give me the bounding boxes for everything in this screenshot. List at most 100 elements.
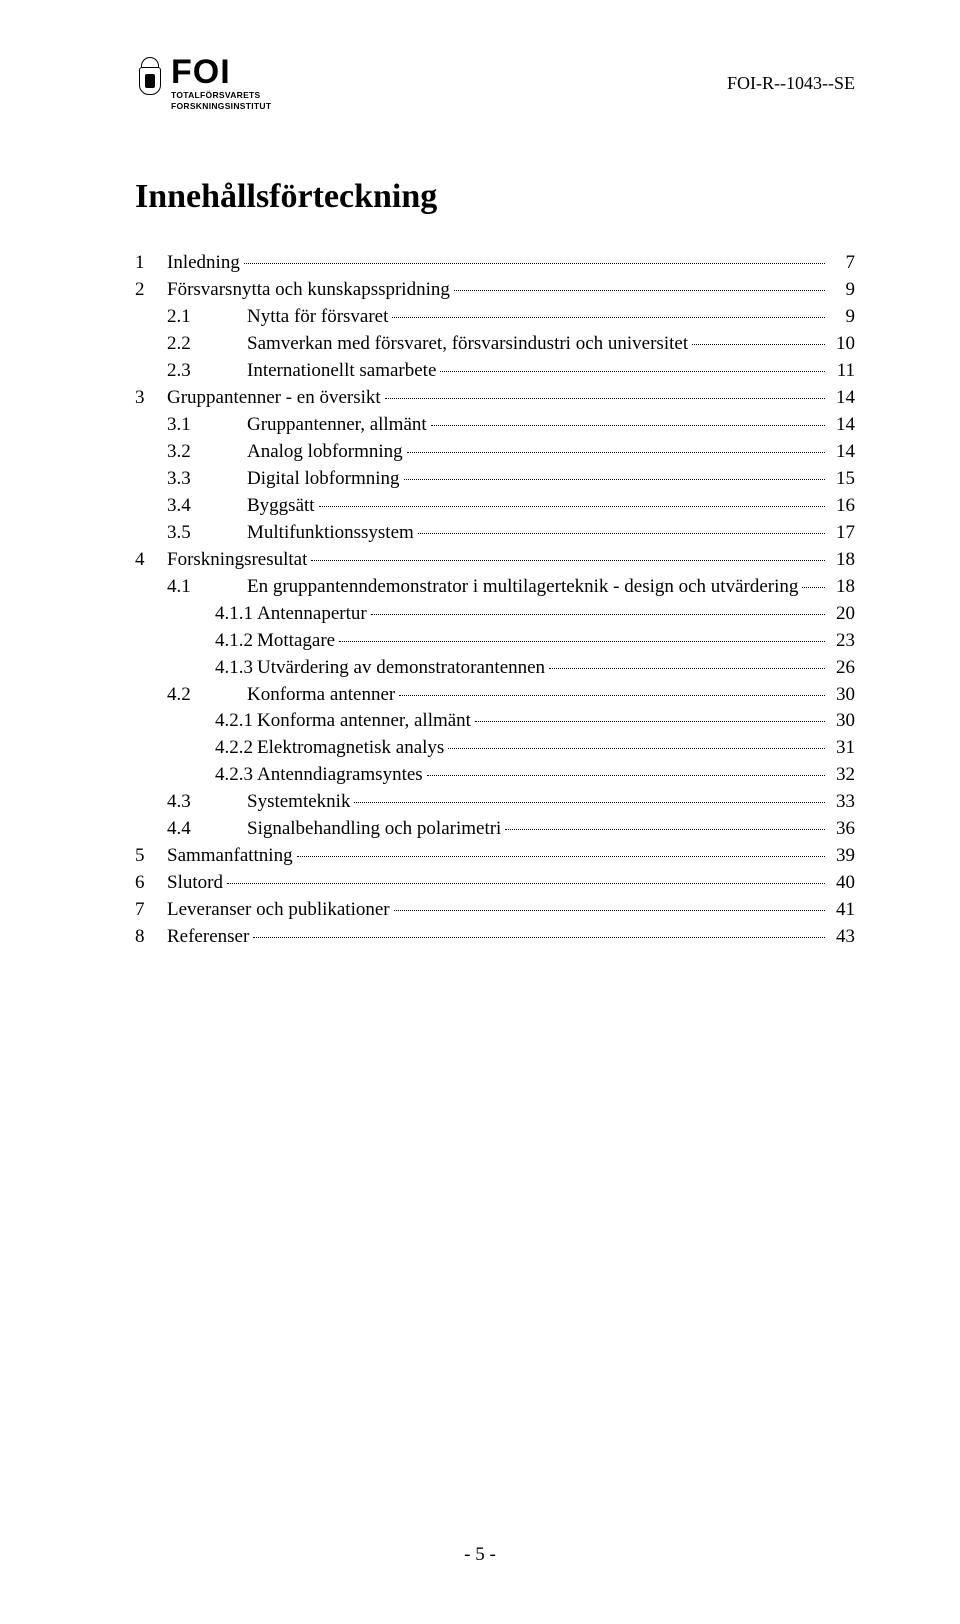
- toc-entry-label: Analog lobformning: [247, 439, 403, 466]
- toc-leader-dots: [440, 371, 825, 372]
- toc-entry-page: 18: [829, 574, 855, 601]
- toc-entry-label: Internationellt samarbete: [247, 358, 436, 385]
- toc-entry-number: 2.1: [167, 304, 247, 331]
- document-id: FOI-R--1043--SE: [727, 55, 855, 94]
- toc-entry-label: Leveranser och publikationer: [167, 897, 390, 924]
- toc-entry: 8Referenser43: [135, 924, 855, 951]
- toc-entry: 3Gruppantenner - en översikt14: [135, 385, 855, 412]
- toc-entry: 4.1.1Antennapertur20: [135, 601, 855, 628]
- toc-entry: 3.3Digital lobformning15: [135, 466, 855, 493]
- toc-entry-number: 3.2: [167, 439, 247, 466]
- toc-entry-page: 31: [829, 735, 855, 762]
- toc-entry-label: Konforma antenner: [247, 682, 395, 709]
- toc-entry-number: 4.2.2: [215, 735, 257, 762]
- toc-entry-page: 14: [829, 439, 855, 466]
- toc-entry-number: 4.2: [167, 682, 247, 709]
- toc-entry-page: 14: [829, 385, 855, 412]
- toc-entry-page: 23: [829, 628, 855, 655]
- toc-entry-number: 4.2.3: [215, 762, 257, 789]
- toc-entry-page: 39: [829, 843, 855, 870]
- toc-entry-label: Antennapertur: [257, 601, 367, 628]
- toc-leader-dots: [319, 506, 825, 507]
- toc-entry: 4.2.3Antenndiagramsyntes32: [135, 762, 855, 789]
- toc-entry-page: 20: [829, 601, 855, 628]
- toc-entry-page: 16: [829, 493, 855, 520]
- toc-leader-dots: [418, 533, 825, 534]
- toc-leader-dots: [454, 290, 825, 291]
- toc-entry-number: 7: [135, 897, 167, 924]
- toc-leader-dots: [244, 263, 825, 264]
- toc-entry: 3.2Analog lobformning 14: [135, 439, 855, 466]
- toc-entry-page: 41: [829, 897, 855, 924]
- toc-entry-label: Gruppantenner - en översikt: [167, 385, 381, 412]
- toc-leader-dots: [371, 614, 825, 615]
- toc-entry: 3.4Byggsätt16: [135, 493, 855, 520]
- toc-leader-dots: [427, 775, 825, 776]
- toc-entry-page: 11: [829, 358, 855, 385]
- toc-entry-label: Samverkan med försvaret, försvarsindustr…: [247, 331, 688, 358]
- content-area: Innehållsförteckning 1Inledning72Försvar…: [135, 178, 855, 951]
- toc-entry: 4.2.1Konforma antenner, allmänt 30: [135, 708, 855, 735]
- table-of-contents: 1Inledning72Försvarsnytta och kunskapssp…: [135, 250, 855, 951]
- toc-entry: 4.1.2Mottagare23: [135, 628, 855, 655]
- toc-entry-page: 18: [829, 547, 855, 574]
- toc-entry-number: 3.1: [167, 412, 247, 439]
- page: FOI TOTALFÖRSVARETS FORSKNINGSINSTITUT F…: [0, 0, 960, 1624]
- toc-entry: 4.2.2Elektromagnetisk analys 31: [135, 735, 855, 762]
- toc-leader-dots: [448, 748, 825, 749]
- toc-entry-label: Multifunktionssystem: [247, 520, 414, 547]
- toc-entry-label: Konforma antenner, allmänt: [257, 708, 471, 735]
- toc-entry-number: 4: [135, 547, 167, 574]
- logo-main-text: FOI: [171, 55, 271, 89]
- toc-leader-dots: [431, 425, 825, 426]
- toc-entry-page: 43: [829, 924, 855, 951]
- logo-sub-line1: TOTALFÖRSVARETS: [171, 91, 271, 100]
- toc-entry-label: Byggsätt: [247, 493, 315, 520]
- toc-entry-page: 9: [829, 277, 855, 304]
- toc-entry-number: 4.2.1: [215, 708, 257, 735]
- toc-leader-dots: [385, 398, 825, 399]
- toc-leader-dots: [802, 587, 825, 588]
- toc-entry: 4.1.3Utvärdering av demonstratorantennen…: [135, 655, 855, 682]
- toc-entry-label: Elektromagnetisk analys: [257, 735, 444, 762]
- toc-leader-dots: [407, 452, 825, 453]
- toc-entry-page: 33: [829, 789, 855, 816]
- logo-sub-line2: FORSKNINGSINSTITUT: [171, 102, 271, 111]
- toc-entry: 4.1En gruppantenndemonstrator i multilag…: [135, 574, 855, 601]
- toc-entry-number: 4.4: [167, 816, 247, 843]
- toc-entry: 4Forskningsresultat18: [135, 547, 855, 574]
- toc-entry-page: 15: [829, 466, 855, 493]
- toc-entry: 2Försvarsnytta och kunskapsspridning9: [135, 277, 855, 304]
- toc-leader-dots: [475, 721, 825, 722]
- toc-leader-dots: [227, 883, 825, 884]
- toc-entry-label: Antenndiagramsyntes: [257, 762, 423, 789]
- toc-entry-number: 2.3: [167, 358, 247, 385]
- toc-entry: 2.3Internationellt samarbete 11: [135, 358, 855, 385]
- toc-entry: 4.2Konforma antenner30: [135, 682, 855, 709]
- toc-leader-dots: [339, 641, 825, 642]
- crest-icon: [135, 55, 165, 101]
- toc-leader-dots: [392, 317, 825, 318]
- page-number-footer: - 5 -: [0, 1544, 960, 1566]
- toc-entry: 2.1Nytta för försvaret 9: [135, 304, 855, 331]
- toc-entry-label: Nytta för försvaret: [247, 304, 388, 331]
- toc-entry-page: 30: [829, 708, 855, 735]
- toc-entry-number: 4.1.3: [215, 655, 257, 682]
- page-title: Innehållsförteckning: [135, 178, 855, 216]
- toc-entry-label: Systemteknik: [247, 789, 350, 816]
- toc-entry-number: 4.1: [167, 574, 247, 601]
- toc-entry: 6Slutord40: [135, 870, 855, 897]
- logo-text-block: FOI TOTALFÖRSVARETS FORSKNINGSINSTITUT: [171, 55, 271, 110]
- toc-leader-dots: [505, 829, 825, 830]
- toc-entry-label: Slutord: [167, 870, 223, 897]
- toc-leader-dots: [692, 344, 825, 345]
- toc-entry-page: 9: [829, 304, 855, 331]
- toc-leader-dots: [253, 937, 825, 938]
- toc-entry-number: 3.3: [167, 466, 247, 493]
- toc-leader-dots: [404, 479, 825, 480]
- toc-entry: 1Inledning7: [135, 250, 855, 277]
- toc-entry-number: 2: [135, 277, 167, 304]
- toc-entry-page: 40: [829, 870, 855, 897]
- toc-leader-dots: [354, 802, 825, 803]
- toc-entry: 4.4Signalbehandling och polarimetri36: [135, 816, 855, 843]
